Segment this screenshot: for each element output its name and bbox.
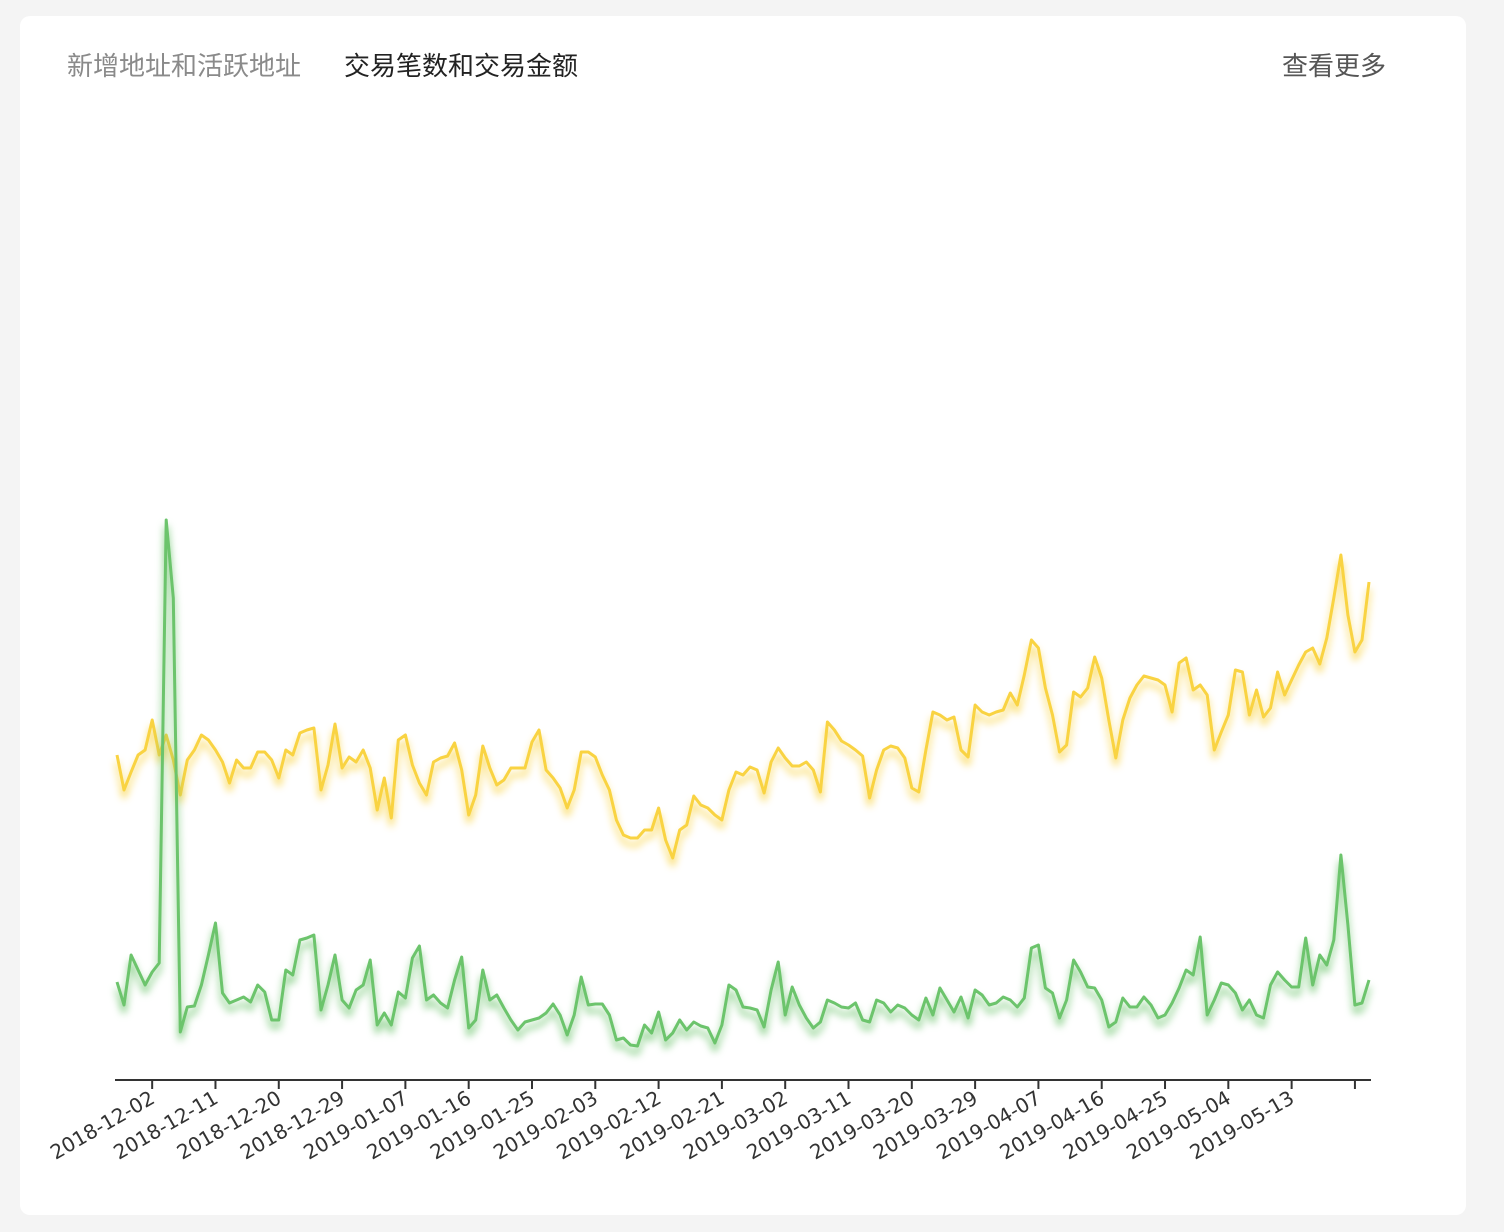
plot: 2018-12-022018-12-112018-12-202018-12-29…	[46, 518, 1371, 1164]
more-link[interactable]: 查看更多	[1281, 52, 1386, 82]
series-line	[115, 553, 1371, 860]
series-line	[115, 518, 1371, 1048]
tab-active[interactable]: 交易笔数和交易金额	[344, 52, 579, 82]
tab[interactable]: 新增地址和活跃地址	[67, 52, 302, 82]
card: 新增地址和活跃地址 交易笔数和交易金额 查看更多	[20, 16, 1466, 1215]
